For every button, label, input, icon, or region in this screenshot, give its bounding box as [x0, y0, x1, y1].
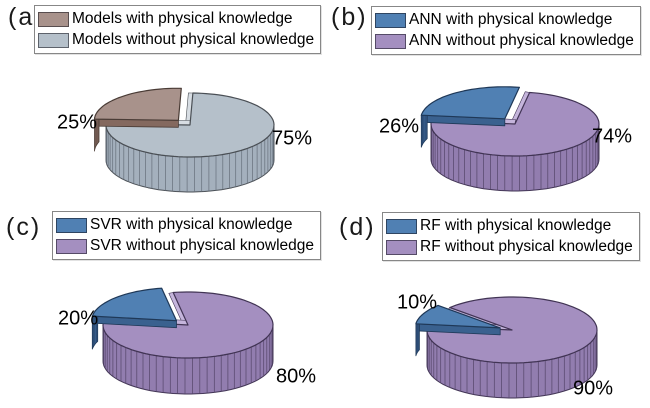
pie-3d	[415, 296, 598, 399]
legend-label: RF without physical knowledge	[420, 238, 633, 255]
legend-item: ANN without physical knowledge	[375, 31, 634, 51]
panel-letter: (d)	[339, 213, 376, 241]
percent-label-exploded: 26%	[378, 115, 420, 138]
legend-label: SVR without physical knowledge	[90, 237, 315, 254]
legend-swatch-without	[38, 32, 69, 48]
pie-3d	[91, 287, 274, 395]
legend-swatch-without	[56, 238, 87, 254]
legend-label: RF with physical knowledge	[420, 217, 612, 234]
panel-letter: (b)	[331, 3, 368, 31]
panel-b: (b) ANN with physical knowledge ANN with…	[325, 0, 650, 204]
panel-d: (d) RF with physical knowledge RF withou…	[325, 204, 650, 408]
legend-item: Models with physical knowledge	[38, 9, 314, 29]
legend-swatch-with	[386, 218, 417, 234]
legend-swatch-without	[386, 239, 417, 255]
percent-label-main: 74%	[591, 125, 633, 148]
legend-label: SVR with physical knowledge	[90, 216, 293, 233]
legend: SVR with physical knowledge SVR without …	[52, 211, 322, 260]
legend-item: RF without physical knowledge	[386, 237, 633, 257]
percent-label-exploded: 10%	[396, 291, 438, 314]
legend-item: SVR without physical knowledge	[56, 236, 314, 256]
percent-label-exploded: 20%	[57, 307, 99, 330]
percent-label-main: 75%	[271, 127, 313, 150]
panel-c: (c) SVR with physical knowledge SVR with…	[0, 204, 325, 408]
legend-item: Models without physical knowledge	[38, 30, 314, 50]
legend-label: Models with physical knowledge	[72, 10, 293, 27]
legend-label: Models without physical knowledge	[72, 31, 315, 48]
legend: Models with physical knowledge Models wi…	[34, 5, 322, 54]
legend-swatch-with	[56, 217, 87, 233]
legend: ANN with physical knowledge ANN without …	[371, 6, 641, 55]
legend-label: ANN without physical knowledge	[409, 32, 634, 49]
legend-label: ANN with physical knowledge	[409, 11, 613, 28]
legend-item: RF with physical knowledge	[386, 216, 633, 236]
legend-item: SVR with physical knowledge	[56, 215, 314, 235]
percent-label-exploded: 25%	[56, 111, 98, 134]
legend-item: ANN with physical knowledge	[375, 10, 634, 30]
percent-label-main: 80%	[275, 365, 317, 388]
legend-swatch-with	[38, 11, 69, 27]
legend-swatch-with	[375, 12, 406, 28]
pie-3d	[93, 87, 275, 193]
legend: RF with physical knowledge RF without ph…	[382, 212, 640, 261]
panel-letter: (c)	[6, 213, 42, 241]
percent-label-main: 90%	[572, 377, 614, 400]
pie-3d	[420, 86, 600, 192]
panel-a: (a) Models with physical knowledge Model…	[0, 0, 325, 204]
legend-swatch-without	[375, 33, 406, 49]
